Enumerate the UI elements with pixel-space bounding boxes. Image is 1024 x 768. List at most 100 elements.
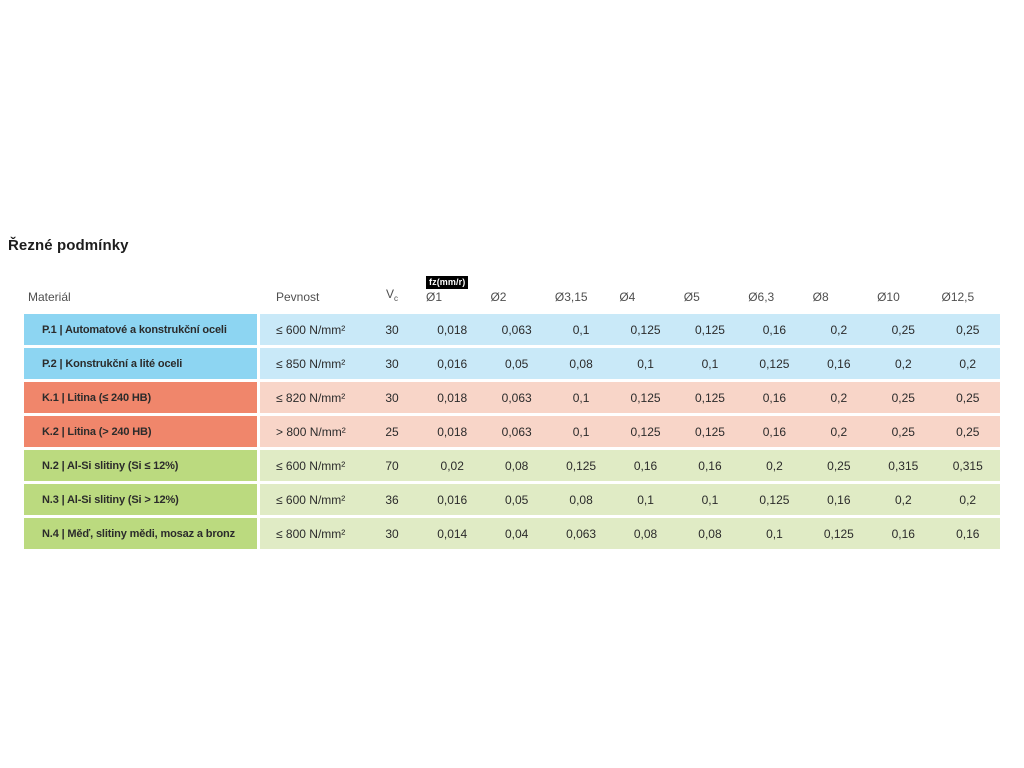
diameter-label: Ø1 <box>426 289 443 304</box>
fz-value-cell: 0,25 <box>935 416 1000 447</box>
fz-value-cell: 0,125 <box>613 314 678 345</box>
material-cell: K.2 | Litina (> 240 HB) <box>24 416 260 447</box>
table-row: K.1 | Litina (≤ 240 HB) ≤ 820 N/mm² 30 0,01… <box>24 382 1000 413</box>
col-header-diameter: Ø12,5 <box>936 264 1001 311</box>
fz-value-cell: 0,08 <box>548 484 614 515</box>
vc-cell: 30 <box>364 518 420 549</box>
fz-value-cell: 0,018 <box>420 382 485 413</box>
diameter-label: Ø12,5 <box>941 289 975 304</box>
fz-value-cell: 0,25 <box>935 382 1000 413</box>
fz-value-cell: 0,125 <box>806 518 872 549</box>
col-header-diameter: Ø10 <box>871 264 935 311</box>
fz-value-cell: 0,16 <box>935 518 1000 549</box>
col-header-diameter: Ø6,3 <box>742 264 806 311</box>
fz-value-cell: 0,08 <box>677 518 743 549</box>
fz-value-cell: 0,125 <box>548 450 614 481</box>
table-row: P.1 | Automatové a konstrukční oceli ≤ 60… <box>24 314 1000 345</box>
diameter-label: Ø10 <box>877 289 900 304</box>
fz-value-cell: 0,25 <box>935 314 1000 345</box>
pevnost-cell: ≤ 850 N/mm² <box>260 348 364 379</box>
material-cell: N.2 | Al-Si slitiny (Si ≤ 12%) <box>24 450 260 481</box>
page-title: Řezné podmínky <box>8 237 129 254</box>
fz-value-cell: 0,08 <box>613 518 678 549</box>
fz-value-cell: 0,16 <box>742 416 807 447</box>
fz-value-cell: 0,2 <box>871 348 936 379</box>
fz-value-cell: 0,063 <box>484 382 549 413</box>
fz-value-cell: 0,2 <box>935 348 1000 379</box>
fz-value-cell: 0,05 <box>484 484 549 515</box>
fz-value-cell: 0,25 <box>871 416 936 447</box>
fz-value-cell: 0,016 <box>420 484 485 515</box>
fz-value-cell: 0,08 <box>484 450 549 481</box>
fz-value-cell: 0,315 <box>871 450 936 481</box>
fz-value-cell: 0,063 <box>484 416 549 447</box>
fz-value-cell: 0,016 <box>420 348 485 379</box>
fz-value-cell: 0,16 <box>742 382 807 413</box>
fz-value-cell: 0,25 <box>806 450 872 481</box>
col-header-diameter: Ø3,15 <box>549 264 613 311</box>
diameter-label: Ø5 <box>683 289 700 304</box>
fz-value-cell: 0,125 <box>613 416 678 447</box>
table-row: N.3 | Al-Si slitiny (Si > 12%) ≤ 600 N/mm… <box>24 484 1000 515</box>
pevnost-cell: ≤ 820 N/mm² <box>260 382 364 413</box>
pevnost-cell: > 800 N/mm² <box>260 416 364 447</box>
pevnost-cell: ≤ 600 N/mm² <box>260 484 364 515</box>
diameter-label: Ø6,3 <box>748 289 775 304</box>
fz-value-cell: 0,125 <box>613 382 678 413</box>
fz-unit-badge: fz(mm/r) <box>426 275 469 289</box>
col-header-diameter: Ø2 <box>484 264 548 311</box>
vc-label: V <box>385 287 394 302</box>
fz-value-cell: 0,1 <box>742 518 807 549</box>
fz-value-cell: 0,018 <box>420 416 485 447</box>
fz-value-cell: 0,1 <box>613 484 678 515</box>
vc-cell: 30 <box>364 348 420 379</box>
fz-value-cell: 0,063 <box>484 314 549 345</box>
diameter-label: Ø3,15 <box>554 289 588 304</box>
material-cell: K.1 | Litina (≤ 240 HB) <box>24 382 260 413</box>
vc-cell: 30 <box>364 314 420 345</box>
col-header-material: Materiál <box>28 289 71 304</box>
fz-value-cell: 0,2 <box>806 314 872 345</box>
fz-value-cell: 0,25 <box>871 314 936 345</box>
fz-value-cell: 0,1 <box>548 314 614 345</box>
col-header-diameter: Ø4 <box>613 264 677 311</box>
fz-value-cell: 0,16 <box>677 450 743 481</box>
fz-value-cell: 0,1 <box>548 382 614 413</box>
fz-value-cell: 0,2 <box>871 484 936 515</box>
col-header-pevnost: Pevnost <box>276 289 320 304</box>
table-row: K.2 | Litina (> 240 HB) > 800 N/mm² 25 0,01… <box>24 416 1000 447</box>
col-header-diameter: fz(mm/r) Ø1 <box>420 264 484 311</box>
vc-cell: 36 <box>364 484 420 515</box>
fz-value-cell: 0,08 <box>548 348 614 379</box>
fz-value-cell: 0,063 <box>548 518 614 549</box>
diameter-label: Ø4 <box>619 289 636 304</box>
fz-value-cell: 0,02 <box>420 450 485 481</box>
fz-value-cell: 0,2 <box>806 382 872 413</box>
fz-value-cell: 0,1 <box>613 348 678 379</box>
fz-value-cell: 0,16 <box>806 484 872 515</box>
table-header-row: Materiál Pevnost Vc fz(mm/r) Ø1 Ø2 Ø3,15 Ø4 Ø… <box>24 264 1000 311</box>
cutting-conditions-table: Materiál Pevnost Vc fz(mm/r) Ø1 Ø2 Ø3,15 Ø4 Ø… <box>24 261 1000 552</box>
col-header-diameter: Ø8 <box>807 264 871 311</box>
fz-value-cell: 0,16 <box>742 314 807 345</box>
material-cell: P.1 | Automatové a konstrukční oceli <box>24 314 260 345</box>
fz-value-cell: 0,04 <box>484 518 549 549</box>
table-row: N.4 | Měď, slitiny mědi, mosaz a bronz ≤ … <box>24 518 1000 549</box>
material-cell: P.2 | Konstrukční a lité oceli <box>24 348 260 379</box>
fz-value-cell: 0,2 <box>742 450 807 481</box>
diameter-label: Ø8 <box>812 289 829 304</box>
fz-value-cell: 0,16 <box>871 518 936 549</box>
fz-value-cell: 0,16 <box>613 450 678 481</box>
fz-value-cell: 0,125 <box>742 484 807 515</box>
vc-cell: 70 <box>364 450 420 481</box>
col-header-vc: Vc <box>364 264 420 311</box>
diameter-label: Ø2 <box>490 289 507 304</box>
fz-value-cell: 0,1 <box>548 416 614 447</box>
vc-subscript: c <box>394 294 398 304</box>
material-cell: N.4 | Měď, slitiny mědi, mosaz a bronz <box>24 518 260 549</box>
fz-value-cell: 0,2 <box>806 416 872 447</box>
fz-value-cell: 0,018 <box>420 314 485 345</box>
fz-value-cell: 0,1 <box>677 484 743 515</box>
table-row: N.2 | Al-Si slitiny (Si ≤ 12%) ≤ 600 N/mm… <box>24 450 1000 481</box>
pevnost-cell: ≤ 600 N/mm² <box>260 450 364 481</box>
